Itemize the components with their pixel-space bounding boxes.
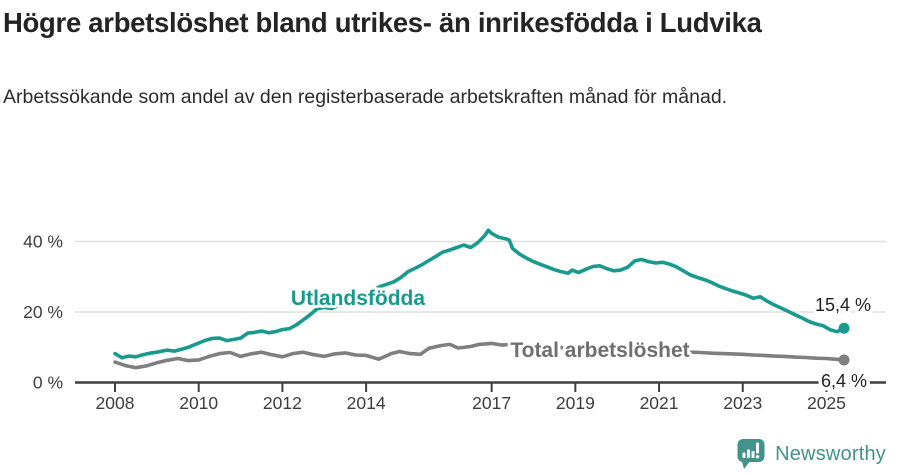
y-axis-tick-label: 20 %	[23, 302, 63, 322]
speech-bubble	[737, 439, 765, 462]
total-unemployment-line	[113, 341, 846, 370]
speech-bubble-tail	[741, 460, 752, 469]
x-axis-tick-label: 2008	[96, 393, 135, 413]
x-axis-tick-label: 2014	[347, 393, 386, 413]
x-axis-tick-label: 2010	[179, 393, 218, 413]
x-axis-tick-label: 2025	[807, 393, 846, 413]
newsworthy-brand: Newsworthy	[737, 438, 886, 470]
page-subtitle: Arbetssökande som andel av den registerb…	[3, 86, 728, 108]
x-axis-tick-label: 2012	[263, 393, 302, 413]
page-title: Högre arbetslöshet bland utrikes- än inr…	[3, 7, 762, 38]
total-end-value-label: 6,4 %	[821, 371, 867, 391]
x-axis-tick-label: 2021	[640, 393, 679, 413]
brand-name: Newsworthy	[775, 442, 886, 465]
logo-bar-1	[742, 452, 746, 458]
y-axis-tick-label: 0 %	[33, 373, 63, 393]
logo-exclamation-dot	[755, 455, 760, 459]
y-axis-tick-label: 40 %	[23, 232, 63, 252]
foreign-born-end-value-label: 15,4 %	[815, 295, 871, 315]
x-axis-tick-label: 2019	[556, 393, 595, 413]
logo-bar-2	[747, 449, 751, 458]
x-axis-tick-label: 2023	[723, 393, 762, 413]
total-end-dot	[838, 354, 850, 366]
bar-chart-speech-bubble-icon	[737, 439, 765, 469]
foreign-born-series-label: Utlandsfödda	[291, 287, 425, 310]
logo-exclamation-bar	[756, 442, 760, 454]
foreign-born-line	[113, 228, 846, 360]
foreign-born-end-dot	[838, 322, 850, 334]
x-axis-tick-label: 2017	[472, 393, 511, 413]
total-series-label: Total arbetslöshet	[510, 339, 689, 362]
logo-bar-3	[751, 451, 755, 458]
